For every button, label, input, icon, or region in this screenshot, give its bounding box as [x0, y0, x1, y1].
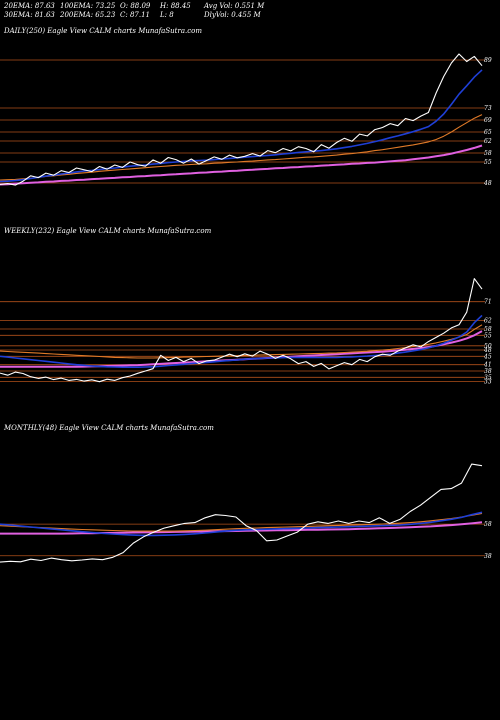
header-stats: 20EMA: 87.63 100EMA: 73.25 O: 88.09 H: 8… — [0, 0, 500, 20]
close-stat: C: 87.11 — [120, 11, 150, 19]
tick-label: 33 — [484, 379, 492, 386]
tick-label: 38 — [484, 368, 492, 375]
ema200-stat: 200EMA: 65.23 — [60, 11, 116, 19]
tick-label: 50 — [484, 343, 492, 350]
tick-label: 55 — [484, 332, 492, 339]
ema30-stat: 30EMA: 81.63 — [4, 11, 55, 19]
ema_mid-series-line — [0, 114, 483, 181]
tick-label: 62 — [484, 318, 492, 325]
tick-label: 45 — [483, 353, 492, 360]
chart-title: WEEKLY(232) Eagle View CALM charts Munaf… — [4, 227, 212, 235]
ema_mid-series-line — [0, 512, 483, 532]
ema_short-series-line — [0, 511, 483, 537]
chart-panel-1: DAILY(250) Eagle View CALM charts Munafa… — [0, 27, 492, 187]
tick-label: 89 — [484, 57, 492, 64]
open-stat: O: 88.09 — [120, 2, 151, 10]
avg-vol-stat: Avg Vol: 0.551 M — [204, 2, 265, 10]
price-series-line — [0, 463, 483, 563]
dly-vol-stat: DlyVol: 0.455 M — [204, 11, 261, 19]
tick-label: 41 — [483, 362, 492, 369]
chart-panel-3: MONTHLY(48) Eagle View CALM charts Munaf… — [0, 424, 492, 563]
tick-label: 58 — [484, 521, 492, 528]
price-series-line — [0, 278, 483, 383]
tick-label: 62 — [484, 138, 492, 145]
tick-label: 58 — [484, 150, 492, 157]
chart-panel-2: WEEKLY(232) Eagle View CALM charts Munaf… — [0, 227, 492, 386]
ema_long-series-line — [0, 144, 483, 186]
chart-title: MONTHLY(48) Eagle View CALM charts Munaf… — [3, 424, 214, 432]
tick-label: 69 — [484, 117, 492, 124]
high-stat: H: 88.45 — [160, 2, 191, 10]
price-series-line — [0, 53, 483, 186]
ema_mid-series-line — [0, 324, 483, 359]
ema_long-series-line — [0, 521, 483, 535]
ema_short-series-line — [0, 314, 483, 369]
tick-label: 55 — [484, 159, 492, 166]
tick-label: 38 — [484, 553, 492, 560]
tick-label: 48 — [483, 347, 492, 354]
ema20-stat: 20EMA: 87.63 — [4, 2, 55, 10]
tick-label: 48 — [483, 180, 492, 187]
tick-label: 65 — [484, 129, 492, 136]
ema_long-series-line — [0, 330, 483, 368]
ema100-stat: 100EMA: 73.25 — [60, 2, 116, 10]
low-stat: L: 8 — [160, 11, 174, 19]
tick-label: 71 — [484, 299, 492, 306]
tick-label: 58 — [484, 326, 492, 333]
tick-label: 35 — [484, 374, 492, 381]
tick-label: 73 — [484, 105, 492, 112]
ema_short-series-line — [0, 69, 483, 183]
chart-title: DAILY(250) Eagle View CALM charts Munafa… — [3, 27, 202, 35]
